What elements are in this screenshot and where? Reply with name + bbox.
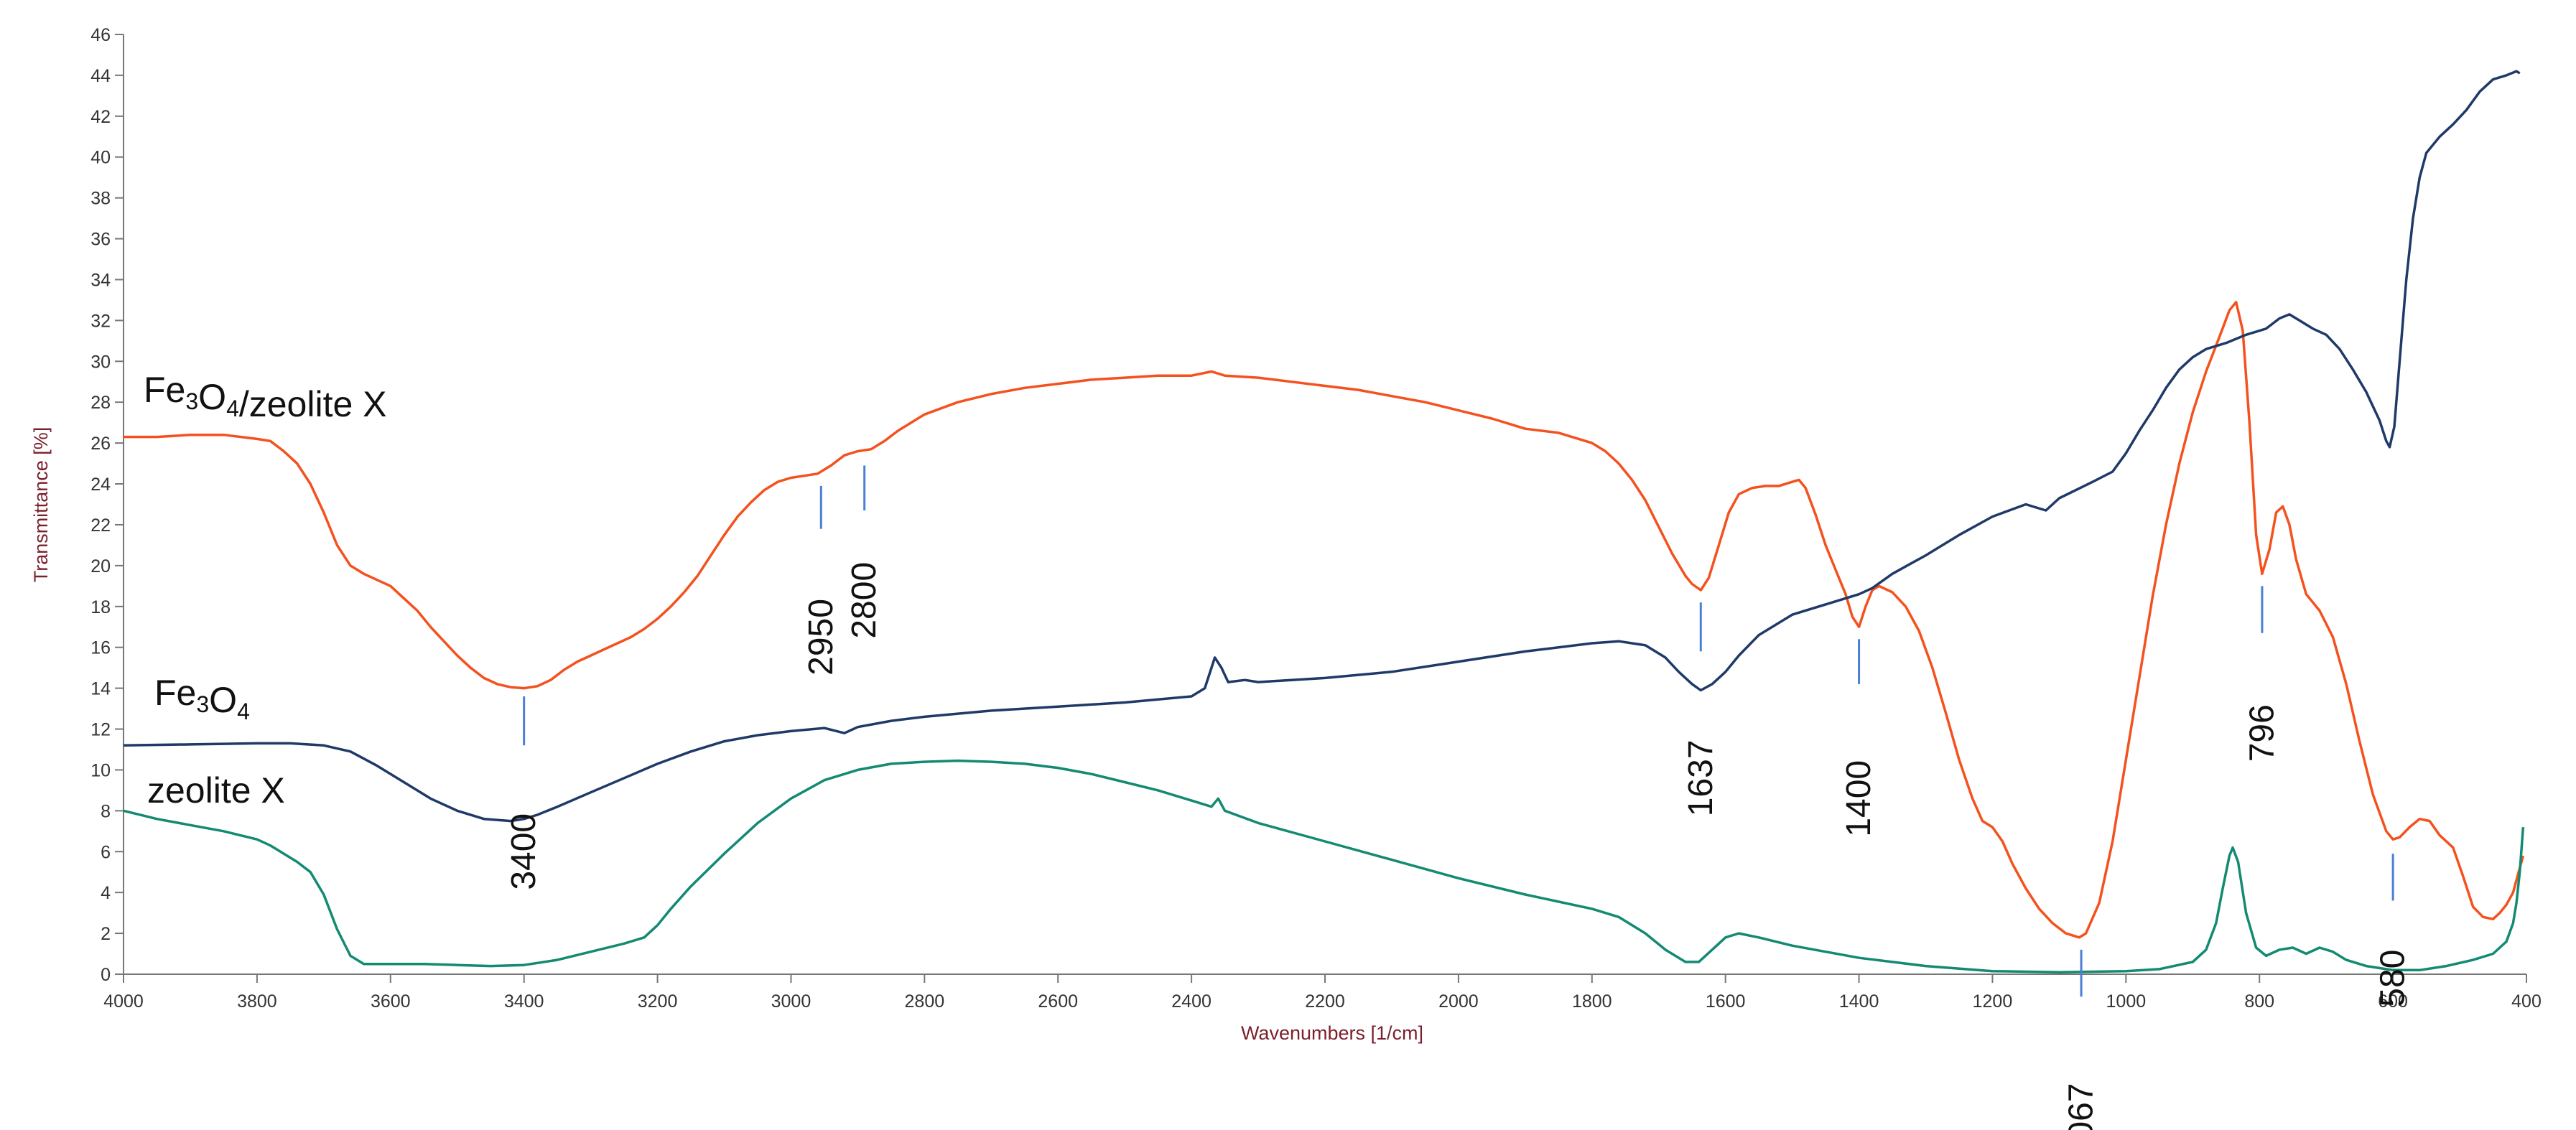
series-line-1 xyxy=(123,70,2521,823)
y-tick-label: 6 xyxy=(101,842,111,862)
series-line-2 xyxy=(123,759,2525,973)
x-tick-label: 4000 xyxy=(103,991,144,1012)
y-tick-label: 20 xyxy=(90,556,111,576)
series-line-0 xyxy=(124,301,2525,939)
x-tick-label: 3200 xyxy=(638,991,678,1012)
y-tick-label: 4 xyxy=(101,883,111,903)
x-tick-label: 2200 xyxy=(1305,991,1345,1012)
y-tick-label: 28 xyxy=(90,393,111,413)
y-tick-label: 44 xyxy=(90,66,111,86)
peak-label-2800: 2800 xyxy=(845,562,883,639)
x-axis-title: Wavenumbers [1/cm] xyxy=(1241,1022,1423,1044)
axes: 0246810121416182022242628303234363840424… xyxy=(90,25,2542,1012)
x-tick-label: 1000 xyxy=(2106,991,2147,1012)
y-tick-label: 46 xyxy=(90,25,111,45)
peak-label-1067: 1067 xyxy=(2063,1083,2101,1130)
y-tick-label: 38 xyxy=(90,189,111,209)
y-tick-label: 22 xyxy=(90,515,111,536)
y-tick-label: 12 xyxy=(90,720,111,740)
y-tick-label: 18 xyxy=(90,597,111,617)
x-tick-label: 1800 xyxy=(1572,991,1612,1012)
x-tick-label: 1600 xyxy=(1706,991,1746,1012)
plot-series xyxy=(123,70,2525,973)
peak-label-580: 580 xyxy=(2374,950,2412,1007)
x-tick-label: 3600 xyxy=(371,991,411,1012)
peak-label-796: 796 xyxy=(2243,704,2281,762)
y-tick-label: 30 xyxy=(90,352,111,372)
x-tick-label: 3400 xyxy=(504,991,544,1012)
series-label-0: Fe3O4/zeolite X xyxy=(144,370,387,424)
x-tick-label: 3800 xyxy=(237,991,277,1012)
y-tick-label: 34 xyxy=(90,270,111,290)
y-tick-label: 42 xyxy=(90,107,111,127)
peak-label-2950: 2950 xyxy=(802,599,840,676)
y-tick-label: 16 xyxy=(90,638,111,658)
x-tick-label: 800 xyxy=(2244,991,2274,1012)
y-tick-label: 40 xyxy=(90,148,111,168)
x-ticks: 4000 3800 3600 3400 3200 3000 2800 2600 2400 2200… xyxy=(103,974,2542,1012)
y-tick-label: 10 xyxy=(90,760,111,780)
x-tick-label: 3000 xyxy=(771,991,812,1012)
x-tick-label: 400 xyxy=(2511,991,2542,1012)
y-axis-title: Transmittance [%] xyxy=(30,427,52,583)
y-tick-label: 14 xyxy=(90,679,111,699)
x-tick-label: 2600 xyxy=(1038,991,1078,1012)
x-tick-label: 2400 xyxy=(1171,991,1212,1012)
x-tick-label: 2800 xyxy=(905,991,945,1012)
x-tick-label: 1200 xyxy=(1973,991,2013,1012)
series-label-2: zeolite X xyxy=(147,770,285,811)
x-tick-label: 600 xyxy=(2378,991,2408,1012)
y-tick-label: 26 xyxy=(90,434,111,454)
y-ticks: 0246810121416182022242628303234363840424… xyxy=(90,25,124,985)
series-label-1: Fe3O4 xyxy=(154,673,250,724)
y-tick-label: 32 xyxy=(90,311,111,331)
x-tick-label: 2000 xyxy=(1438,991,1479,1012)
y-tick-label: 2 xyxy=(101,924,111,944)
series-labels: Fe3O4/zeolite X Fe3O4 zeolite X xyxy=(144,370,387,811)
y-tick-label: 8 xyxy=(101,801,111,821)
peak-label-1637: 1637 xyxy=(1682,739,1720,816)
y-tick-label: 0 xyxy=(101,965,111,985)
peak-label-3400: 3400 xyxy=(505,813,543,890)
peak-label-1400: 1400 xyxy=(1840,760,1878,837)
y-tick-label: 24 xyxy=(90,475,111,495)
x-tick-label: 1400 xyxy=(1839,991,1879,1012)
y-tick-label: 36 xyxy=(90,230,111,250)
